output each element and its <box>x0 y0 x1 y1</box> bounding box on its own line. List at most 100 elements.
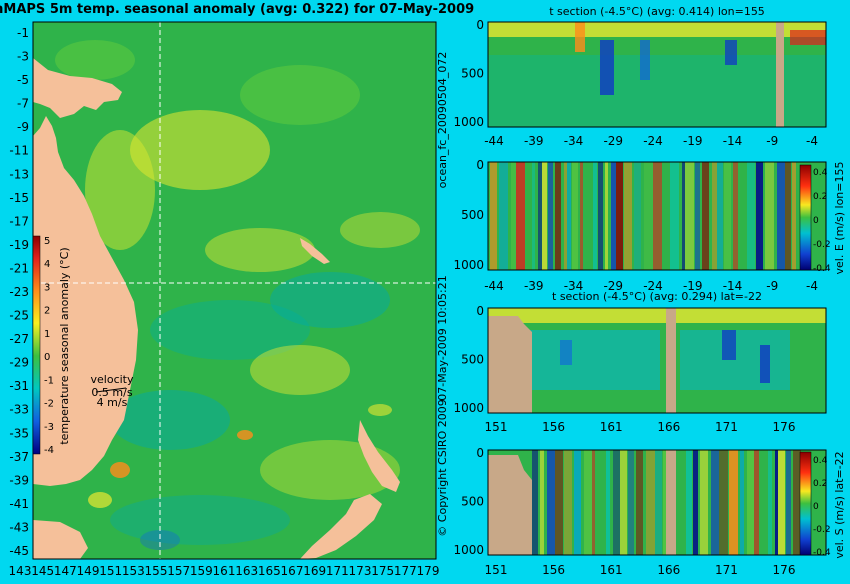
panel2-stripe <box>580 162 583 270</box>
panel4-stripe <box>700 450 708 555</box>
lat-tick-label: -43 <box>9 520 29 534</box>
colorbar-ticks: 5 4 3 2 1 0 -1 -2 -3 -4 <box>44 236 54 456</box>
section-x-tick-label: -4 <box>806 134 818 148</box>
panel4-stripe <box>740 450 744 555</box>
colorbar-tick-label: -3 <box>44 422 54 433</box>
panel4-stripe <box>793 450 801 555</box>
section-x-tick-label: -29 <box>603 134 623 148</box>
panel2-stripe <box>593 162 597 270</box>
velocity-label: velocity <box>91 373 134 386</box>
panel2-stripe <box>682 162 685 270</box>
lat-tick-label: -11 <box>9 144 29 158</box>
panel4-stripe <box>775 450 778 555</box>
panel4-stripe <box>547 450 555 555</box>
section-x-tick-label: -39 <box>524 279 544 293</box>
map-title: OceanMAPS 5m temp. seasonal anomaly (avg… <box>0 2 474 17</box>
vel-colorbar-e <box>799 164 812 271</box>
depth-tick-label: 1000 <box>453 115 484 129</box>
colorbar-tick-label: 2 <box>44 306 50 317</box>
panel4-stripe <box>636 450 643 555</box>
panel3-land-australia <box>488 316 532 413</box>
depth-tick-label: 1000 <box>453 543 484 557</box>
depth-tick-label: 500 <box>461 208 484 222</box>
panel2-stripe <box>702 162 709 270</box>
land-new-caledonia <box>300 238 330 264</box>
panel2-stripe <box>611 162 616 270</box>
section-x-tick-label: -39 <box>524 134 544 148</box>
lat-tick-label: -9 <box>17 120 29 134</box>
lat-tick-label: -19 <box>9 238 29 252</box>
section-x-tick-label: 166 <box>657 563 680 577</box>
panel2-stripe <box>532 162 535 270</box>
panel2-stripe <box>605 162 608 270</box>
panel4-stripe <box>655 450 662 555</box>
panel2-stripe <box>526 162 530 270</box>
vel-colorbar-s <box>799 451 812 556</box>
panel4-stripe <box>540 450 544 555</box>
panel2-stripe <box>777 162 785 270</box>
colorbar-tick-label: 4 <box>44 259 50 270</box>
panel4-stripe <box>584 450 592 555</box>
panel2-stripe <box>548 162 553 270</box>
panel2-stripe <box>765 162 774 270</box>
panel2-stripe <box>733 162 738 270</box>
lat-tick-label: -35 <box>9 426 29 440</box>
section-title-lat: t section (-4.5°C) (avg: 0.294) lat=-22 <box>552 290 762 303</box>
temp-section-lat-22: t section (-4.5°C) (avg: 0.294) lat=-22 <box>487 290 827 414</box>
panel2-stripe <box>670 162 679 270</box>
vel-tick-label: -0.4 <box>813 548 831 558</box>
panel3-cold-core-1 <box>722 330 736 360</box>
panel2-stripe <box>624 162 632 270</box>
panel1-cold-core-3 <box>725 40 737 65</box>
section-x-tick-label: -34 <box>564 134 584 148</box>
section-x-tick-label: 151 <box>485 563 508 577</box>
colorbar-tick-label: -2 <box>44 399 54 410</box>
panel4-stripe <box>646 450 655 555</box>
lon-tick-label: 143 <box>9 564 32 578</box>
vel-tick-label: -0.4 <box>813 264 831 274</box>
panel4-stripe <box>606 450 610 555</box>
section-x-tick-label: 156 <box>542 420 565 434</box>
panel2-stripe <box>695 162 700 270</box>
panel1-warm-surface <box>790 30 826 45</box>
vel-tick-label: 0 <box>813 502 819 512</box>
panel2-stripe <box>741 162 747 270</box>
panel4-stripe <box>754 450 759 555</box>
vel-label-e: vel. E (m/s) lon=155 <box>833 162 846 275</box>
lon-tick-label: 169 <box>303 564 326 578</box>
vel-tick-label: 0.2 <box>813 479 827 489</box>
vel-section-lon155: 0.4 0.2 0 -0.2 -0.4 vel. E (m/s) lon=155 <box>487 161 846 275</box>
section-x-tick-label: 171 <box>715 420 738 434</box>
depth-tick-label: 500 <box>461 353 484 367</box>
vel-colorbar-e-ticks: 0.4 0.2 0 -0.2 -0.4 <box>813 168 831 274</box>
panel4-stripe <box>711 450 719 555</box>
colorbar-label: temperature seasonal anomaly (°C) <box>58 247 71 444</box>
panel2-stripe <box>572 162 578 270</box>
depth-tick-label: 0 <box>476 304 484 318</box>
panel4-stripe <box>596 450 604 555</box>
section-x-tick-label: -9 <box>766 279 778 293</box>
depth-tick-label: 0 <box>476 158 484 172</box>
section-x-tick-label: -24 <box>643 279 663 293</box>
panel1-surface-layer <box>488 22 826 37</box>
section-x-tick-label: 161 <box>600 420 623 434</box>
colorbar-tick-label: -4 <box>44 445 54 456</box>
depth-tick-label: 0 <box>476 446 484 460</box>
panel1-warm-core <box>575 22 585 52</box>
lon-tick-label: 157 <box>167 564 190 578</box>
depth-tick-label: 500 <box>461 67 484 81</box>
panel3-cold-core-3 <box>560 340 572 365</box>
section-title-lon: t section (-4.5°C) (avg: 0.414) lon=155 <box>549 5 765 18</box>
panel2-stripe <box>724 162 731 270</box>
panel4-stripe <box>729 450 738 555</box>
section-x-tick-label: 161 <box>600 563 623 577</box>
lon-tick-label: 171 <box>326 564 349 578</box>
section-x-tick-label: 171 <box>715 563 738 577</box>
panel1-cold-core-1 <box>600 40 614 95</box>
panel4-stripe <box>574 450 581 555</box>
run-id-text: ocean_fc_20090504_072 <box>436 52 449 189</box>
lon-tick-label: 163 <box>235 564 258 578</box>
panel2-stripe <box>663 162 668 270</box>
